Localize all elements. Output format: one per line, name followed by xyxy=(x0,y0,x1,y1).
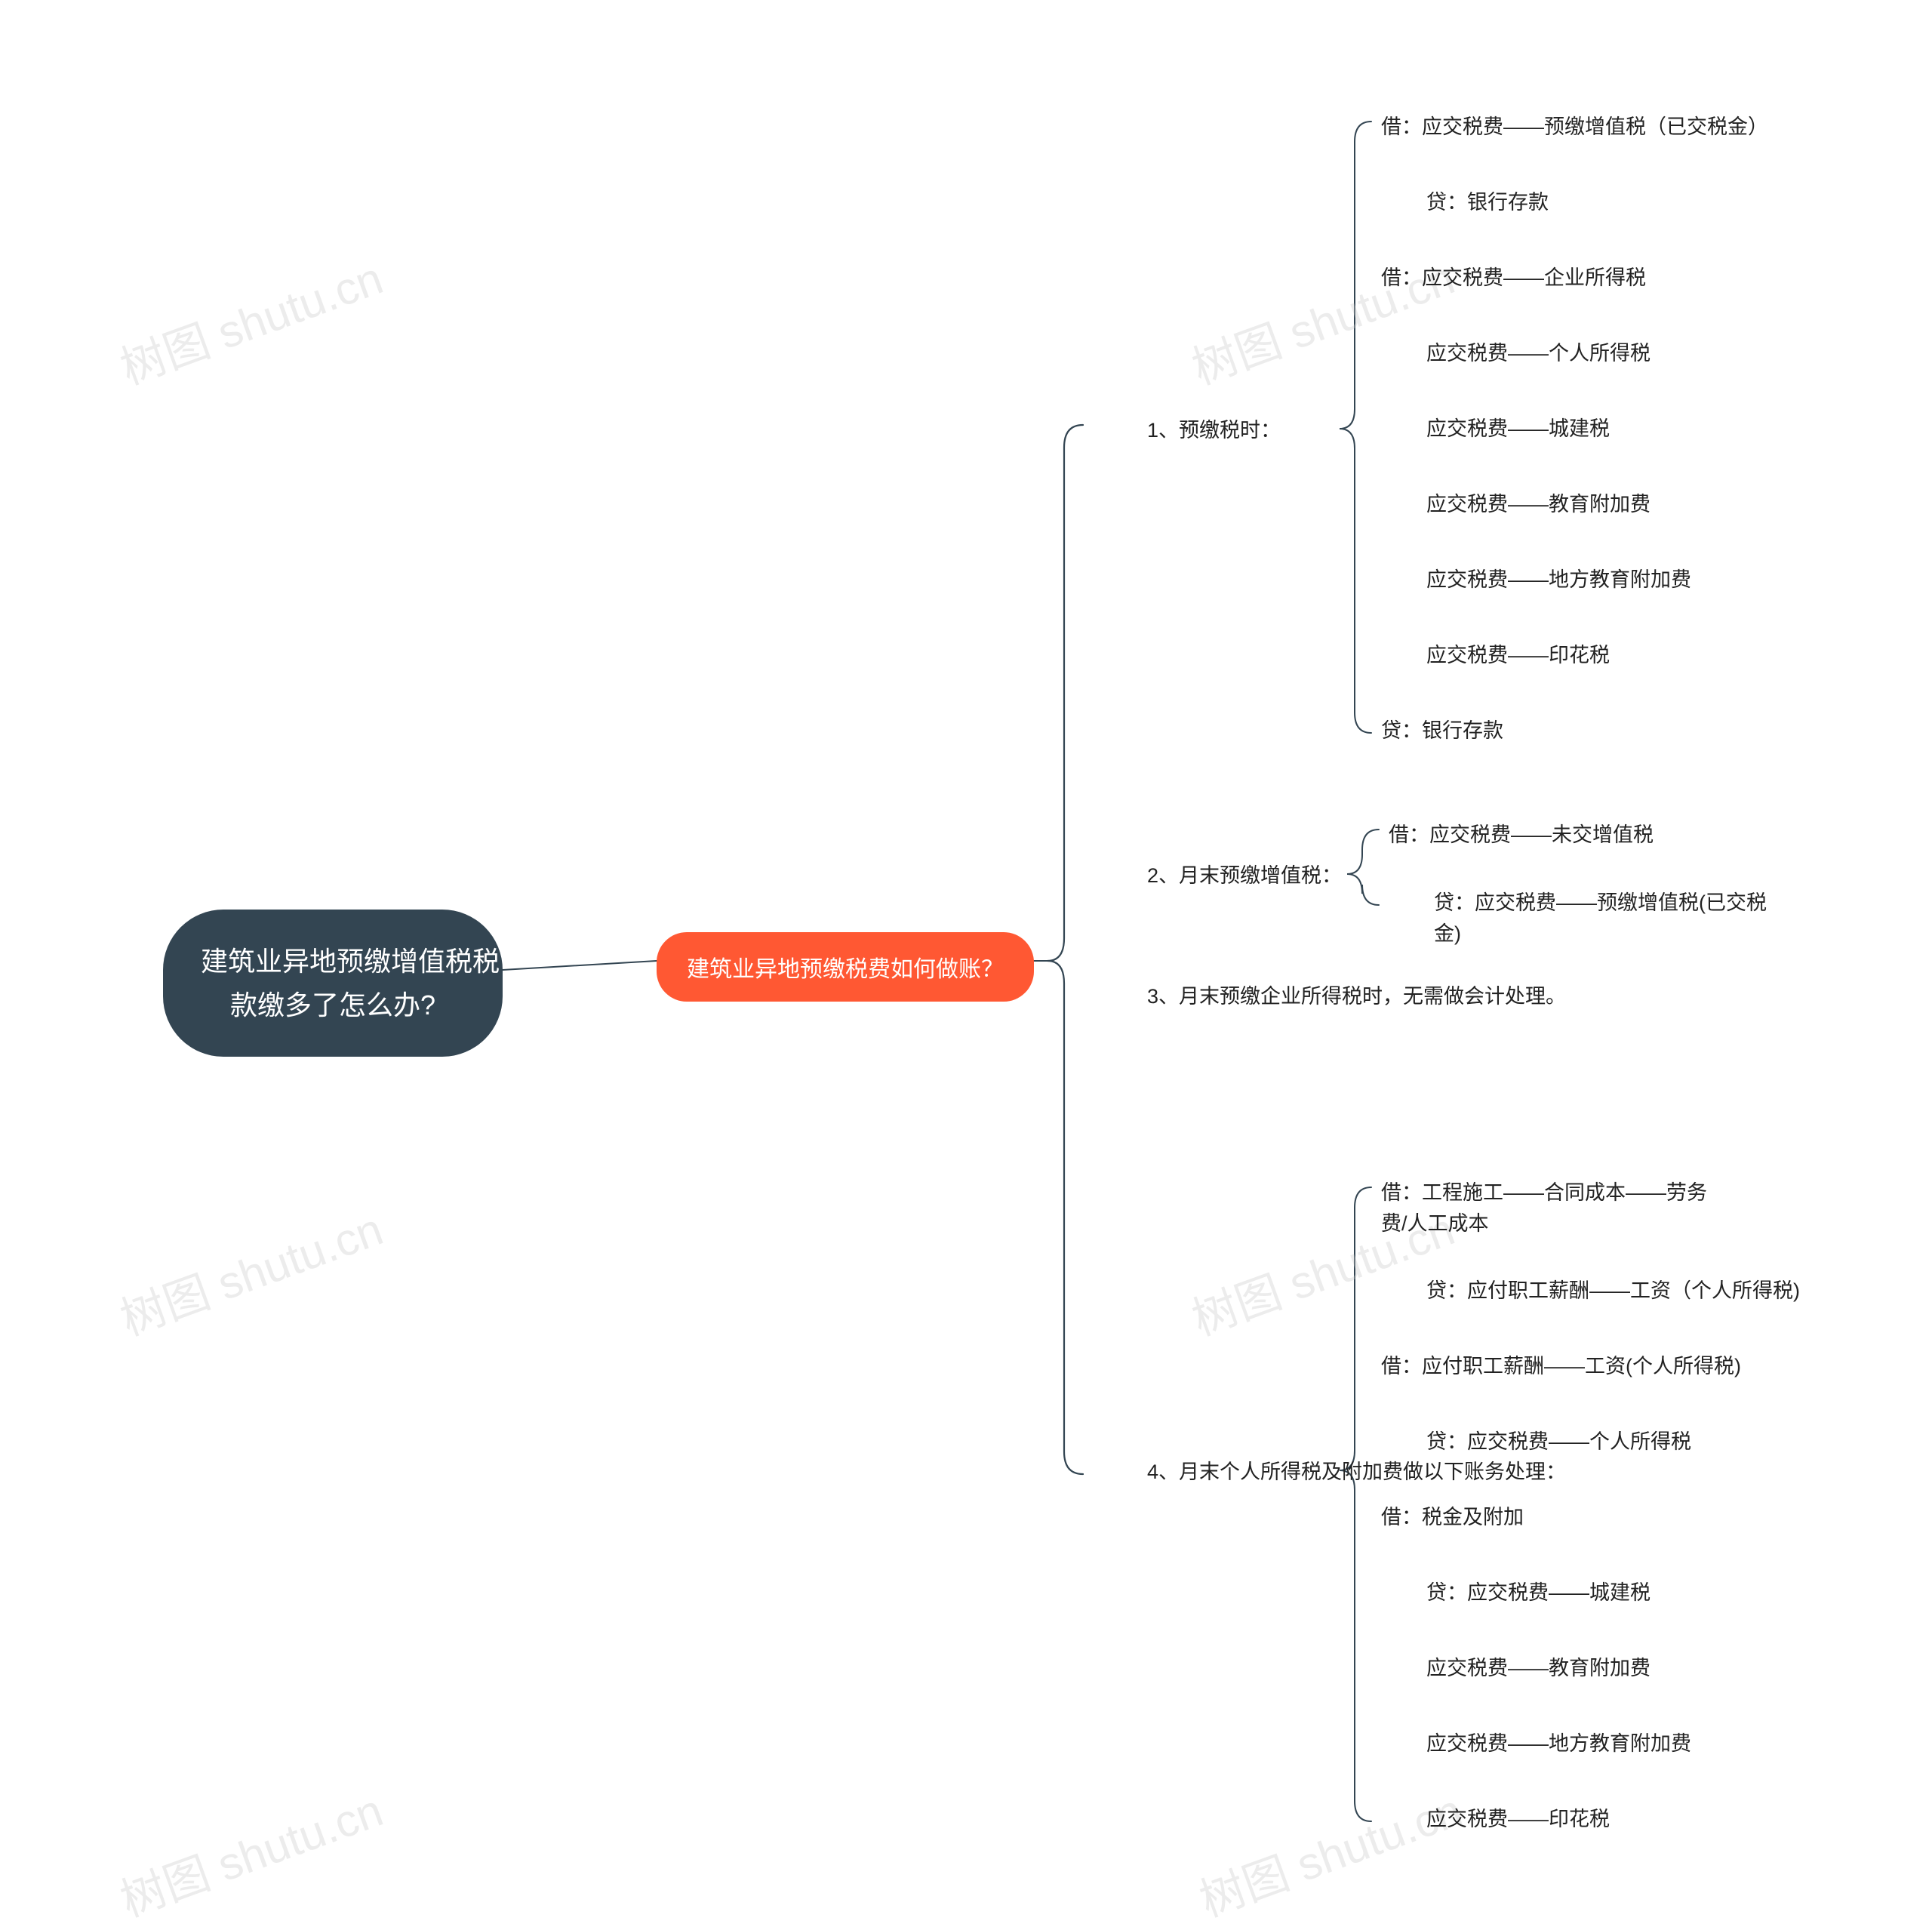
root-node: 建筑业异地预缴增值税税 款缴多了怎么办? xyxy=(163,910,503,1057)
leaf-node: 贷：银行存款 xyxy=(1381,716,1503,746)
leaf-node: 借：应交税费——未交增值税 xyxy=(1389,820,1654,851)
leaf-node: 贷：应付职工薪酬——工资（个人所得税) xyxy=(1426,1276,1800,1307)
leaf-node: 应交税费——印花税 xyxy=(1426,1804,1610,1835)
leaf-node: 借：税金及附加 xyxy=(1381,1502,1524,1533)
branch-label: 1、预缴税时： xyxy=(1147,415,1281,446)
leaf-node: 借：应交税费——预缴增值税（已交税金） xyxy=(1381,112,1768,143)
leaf-node: 借：工程施工——合同成本——劳务费/人工成本 xyxy=(1381,1177,1728,1239)
leaf-node: 应交税费——地方教育附加费 xyxy=(1426,1728,1691,1759)
branch-label: 4、月末个人所得税及附加费做以下账务处理： xyxy=(1147,1457,1566,1488)
leaf-node: 应交税费——个人所得税 xyxy=(1426,338,1651,369)
leaf-node: 借：应付职工薪酬——工资(个人所得税) xyxy=(1381,1351,1741,1382)
branch-label: 3、月末预缴企业所得税时，无需做会计处理。 xyxy=(1147,981,1566,1012)
sub-node: 建筑业异地预缴税费如何做账？ xyxy=(657,932,1034,1002)
root-line1: 建筑业异地预缴增值税税 xyxy=(201,946,500,977)
leaf-node: 贷：应交税费——预缴增值税(已交税金) xyxy=(1434,888,1781,949)
leaf-node: 应交税费——教育附加费 xyxy=(1426,1653,1651,1684)
leaf-node: 应交税费——地方教育附加费 xyxy=(1426,565,1691,596)
leaf-node: 应交税费——印花税 xyxy=(1426,640,1610,671)
sub-node-label: 建筑业异地预缴税费如何做账？ xyxy=(687,957,1004,982)
root-line2: 款缴多了怎么办? xyxy=(230,990,435,1020)
leaf-node: 贷：银行存款 xyxy=(1426,187,1549,218)
leaf-node: 贷：应交税费——个人所得税 xyxy=(1426,1427,1691,1458)
leaf-node: 借：应交税费——企业所得税 xyxy=(1381,263,1646,294)
leaf-node: 应交税费——城建税 xyxy=(1426,414,1610,445)
branch-label: 2、月末预缴增值税： xyxy=(1147,860,1342,891)
leaf-node: 贷：应交税费——城建税 xyxy=(1426,1578,1651,1608)
leaf-node: 应交税费——教育附加费 xyxy=(1426,489,1651,520)
